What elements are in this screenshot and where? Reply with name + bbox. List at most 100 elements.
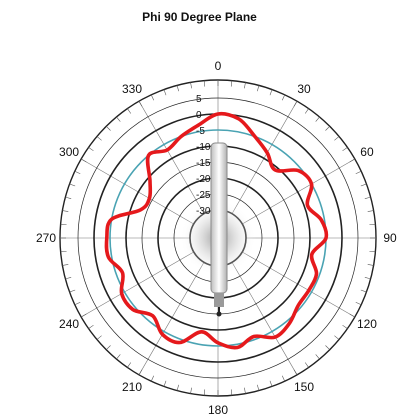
outer-tick [176, 85, 179, 92]
outer-tick [244, 82, 246, 89]
outer-tick [81, 313, 87, 318]
outer-tick [62, 264, 69, 266]
outer-tick [106, 126, 111, 131]
outer-tick [342, 324, 348, 329]
chart-title: Phi 90 Degree Plane [142, 10, 257, 24]
outer-tick [281, 375, 286, 382]
outer-tick [367, 264, 374, 266]
outer-tick [69, 289, 76, 293]
outer-tick [342, 147, 348, 152]
angle-tick-label: 0 [215, 59, 222, 73]
outer-tick [138, 369, 143, 375]
angle-gridline [138, 101, 205, 214]
angle-tick-label: 90 [383, 231, 397, 245]
outer-tick [364, 196, 371, 199]
radial-tick-label: -10 [196, 142, 211, 153]
outer-tick [355, 301, 362, 306]
angle-tick-label: 30 [297, 82, 311, 96]
outer-tick [360, 289, 367, 293]
outer-tick [190, 82, 192, 89]
radial-tick-label: -15 [196, 158, 211, 169]
outer-tick [269, 380, 273, 387]
radial-tick-label: -5 [196, 126, 205, 137]
outer-tick [81, 158, 87, 163]
angle-gridline [81, 158, 194, 225]
outer-tick [150, 94, 155, 101]
outer-tick [65, 196, 72, 199]
angle-tick-label: 270 [36, 231, 56, 245]
outer-tick [315, 354, 320, 360]
radial-tick-label: 5 [196, 94, 202, 105]
outer-tick [62, 210, 69, 212]
outer-tick [163, 89, 167, 96]
outer-tick [349, 313, 355, 318]
pattern-series-line [104, 111, 329, 350]
outer-tick [315, 116, 320, 122]
outer-tick [281, 94, 286, 101]
radial-tick-label: -30 [196, 206, 211, 217]
outer-tick [116, 116, 121, 122]
angle-tick-label: 150 [294, 380, 314, 394]
radial-tick-label: -25 [196, 190, 211, 201]
outer-tick [88, 147, 94, 152]
outer-tick [360, 183, 367, 187]
antenna-image [180, 142, 256, 317]
outer-tick [230, 389, 233, 396]
outer-tick [74, 301, 81, 306]
outer-tick [364, 277, 371, 280]
tick-labels: 5 0 -5 -10 -15 -20 -25 -30 0 30 60 90 120 150 180 210 24… [36, 59, 397, 417]
outer-tick [367, 210, 374, 212]
radial-tick-label: 0 [196, 110, 202, 121]
outer-tick [349, 158, 355, 163]
outer-tick [138, 101, 143, 107]
outer-tick [325, 345, 330, 350]
angle-tick-label: 330 [122, 82, 142, 96]
angle-tick-label: 60 [360, 145, 374, 159]
outer-tick [60, 250, 67, 253]
outer-tick [293, 101, 298, 107]
angle-gridline [231, 262, 298, 375]
angle-tick-label: 300 [59, 145, 79, 159]
outer-tick [116, 354, 121, 360]
outer-tick [334, 136, 340, 141]
outer-tick [190, 387, 192, 394]
angle-tick-label: 120 [357, 317, 377, 331]
outer-tick [74, 170, 81, 175]
outer-tick [96, 136, 102, 141]
outer-tick [60, 223, 67, 226]
angle-tick-label: 180 [208, 403, 228, 417]
outer-tick [106, 345, 111, 350]
outer-tick [127, 108, 132, 114]
outer-tick [269, 89, 273, 96]
outer-tick [65, 277, 72, 280]
outer-tick [257, 384, 260, 391]
outer-tick [203, 389, 206, 396]
outer-tick [96, 335, 102, 340]
outer-tick [69, 183, 76, 187]
outer-tick [244, 387, 246, 394]
outer-tick [304, 108, 309, 114]
outer-tick [334, 335, 340, 340]
outer-tick [325, 126, 330, 131]
outer-tick [203, 80, 206, 87]
angle-tick-label: 210 [122, 380, 142, 394]
angle-tick-label: 240 [59, 317, 79, 331]
outer-tick [369, 223, 376, 226]
radial-gridline [77, 97, 359, 379]
angle-gridline [138, 262, 205, 375]
outer-tick [355, 170, 362, 175]
outer-tick [163, 380, 167, 387]
angle-gridline [242, 158, 355, 225]
outer-tick [369, 250, 376, 253]
outer-tick [176, 384, 179, 391]
series-layer [104, 111, 329, 350]
angle-gridline [242, 251, 355, 318]
outer-tick [150, 375, 155, 382]
outer-tick [257, 85, 260, 92]
outer-tick [304, 362, 309, 368]
outer-tick [293, 369, 298, 375]
angle-gridline [81, 251, 194, 318]
outer-tick [127, 362, 132, 368]
outer-tick [88, 324, 94, 329]
